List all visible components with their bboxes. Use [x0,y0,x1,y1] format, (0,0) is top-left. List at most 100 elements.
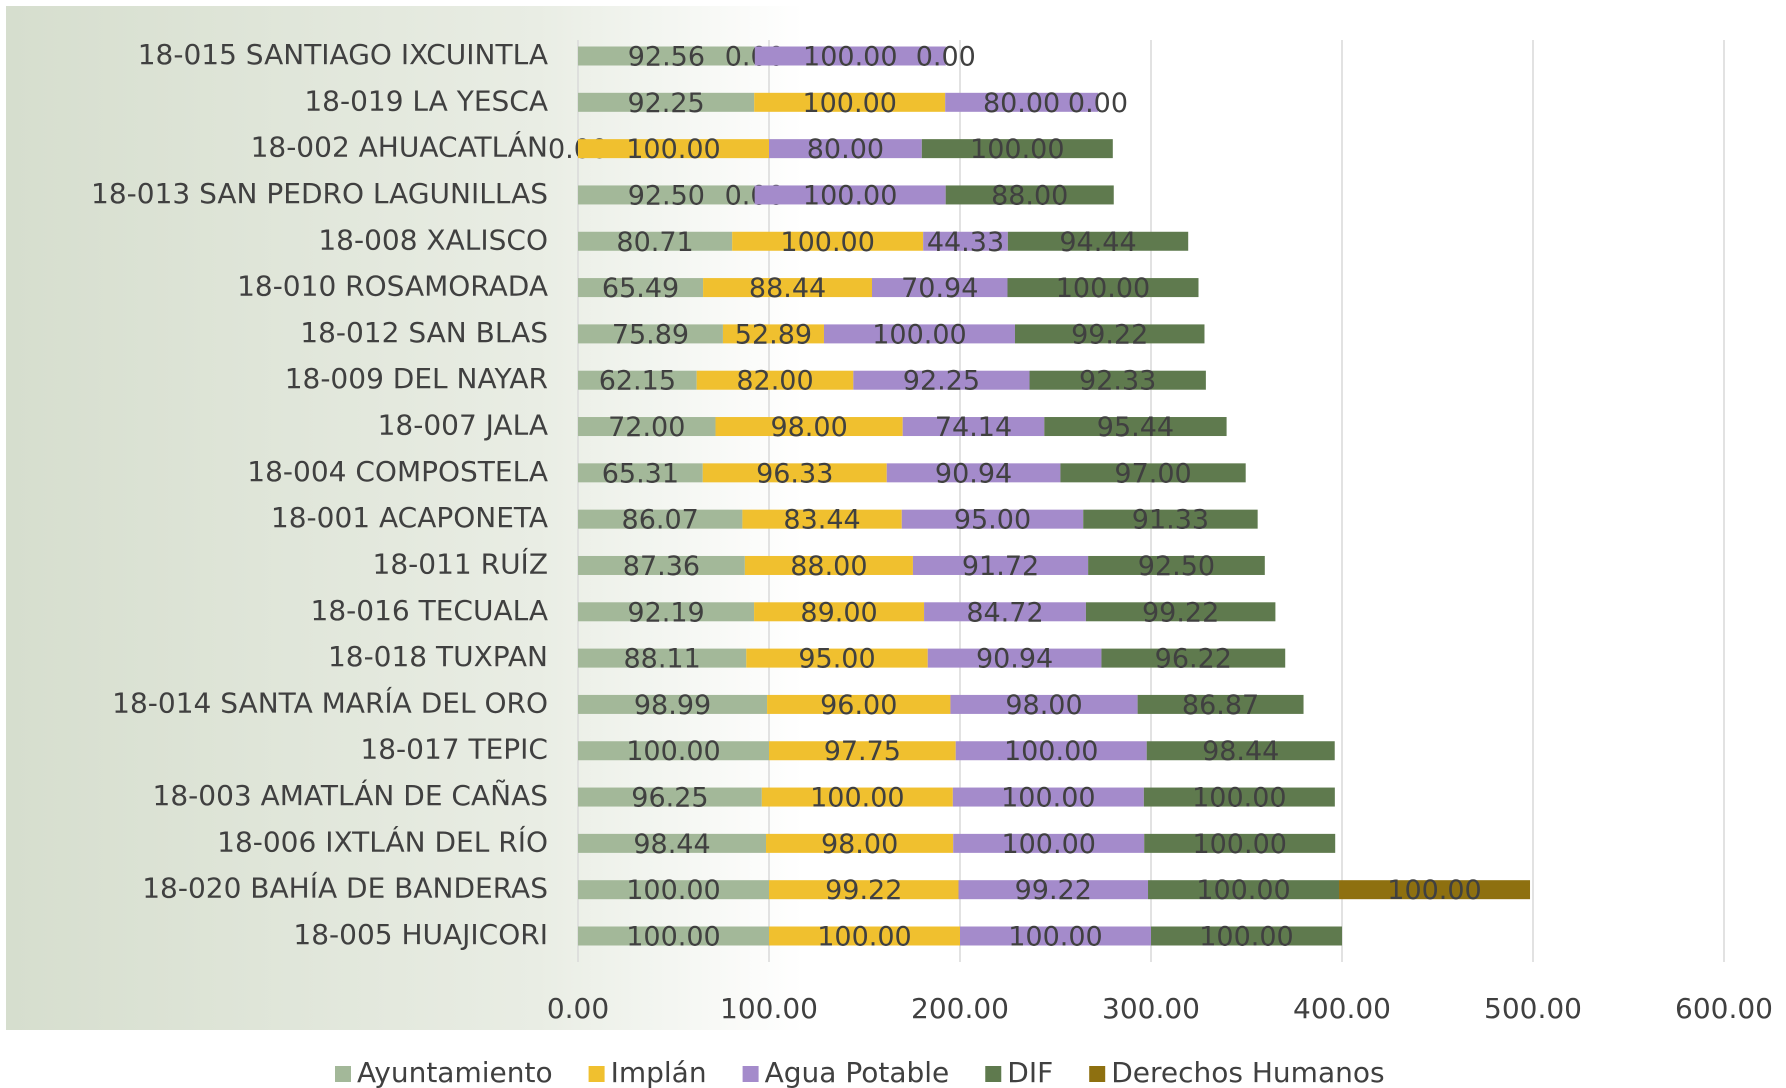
data-label: 95.00 [798,644,875,675]
data-label: 88.44 [749,273,826,304]
y-tick-label: 18-019 LA YESCA [304,84,548,117]
data-label: 92.50 [1138,551,1215,582]
bar-segment [1088,555,1265,575]
bar-segment [578,324,723,344]
legend-label: DIF [1007,1056,1053,1088]
data-label: 100.00 [872,319,966,350]
bar-segment [1137,694,1304,714]
data-label: 99.22 [1015,875,1092,906]
data-label: 100.00 [626,736,720,767]
data-label: 88.00 [991,180,1068,211]
bar-segment [578,463,703,483]
legend-label: Derechos Humanos [1111,1056,1384,1088]
bar-segment [578,741,769,761]
data-label: 72.00 [608,412,685,443]
bar-segment [578,602,755,622]
data-label: 62.15 [599,366,676,397]
bar-segment [578,370,697,390]
data-label: 99.22 [825,875,902,906]
y-tick-label: 18-012 SAN BLAS [300,316,548,349]
bar-segment [1014,324,1205,344]
data-label: 100.00 [803,42,897,73]
data-label: 90.94 [976,644,1053,675]
data-label: 99.22 [1071,319,1148,350]
bar-segment [945,92,1098,112]
data-label: 100.00 [1001,829,1095,860]
data-label: 100.00 [626,134,720,165]
data-label: 88.00 [790,551,867,582]
data-label: 80.00 [983,88,1060,119]
legend-label: Implán [611,1056,707,1088]
y-tick-label: 18-016 TECUALA [311,594,548,627]
bar-segment [1007,278,1199,298]
legend-swatch [588,1066,605,1082]
bar-segment [853,370,1030,390]
data-label: 100.00 [626,922,720,953]
data-label: 97.00 [1114,458,1191,489]
bar-segment [578,417,716,437]
bar-segment [1060,463,1246,483]
bar-segment [1339,880,1531,900]
bar-segment [732,231,924,251]
data-label: 98.00 [821,829,898,860]
data-label: 0.00 [1068,88,1128,119]
data-label: 100.00 [1001,783,1095,814]
data-label: 65.49 [602,273,679,304]
bar-segment [1148,880,1340,900]
data-label: 100.00 [803,180,897,211]
data-label: 44.33 [927,227,1004,258]
data-label: 100.00 [970,134,1064,165]
y-tick-label: 18-011 RUÍZ [373,546,548,580]
y-tick-label: 18-009 DEL NAYAR [285,362,548,395]
bar-segment [912,555,1089,575]
bar-segment [872,278,1008,298]
data-label: 100.00 [1008,922,1102,953]
bar-segment [769,139,922,159]
data-label: 100.00 [1004,736,1098,767]
y-tick-label: 18-010 ROSAMORADA [237,270,548,303]
data-label: 91.72 [962,551,1039,582]
bar-segment [960,926,1151,946]
bar-segment [578,880,769,900]
data-label: 94.44 [1059,227,1136,258]
y-tick-label: 18-017 TEPIC [360,733,548,766]
data-label: 98.00 [1005,690,1082,721]
bar-segment [578,509,743,529]
data-label: 89.00 [800,597,877,628]
bar-segment [902,417,1045,437]
bar-segment [578,139,769,159]
bar-segment [754,46,946,66]
bar-segment [715,417,903,437]
bar-segment [886,463,1061,483]
data-label: 91.33 [1132,505,1209,536]
data-label: 95.44 [1097,412,1174,443]
data-label: 100.00 [810,783,904,814]
bar-segment [953,833,1145,853]
data-label: 87.36 [623,551,700,582]
bar-segment [923,231,1008,251]
bar-segment [1151,926,1342,946]
bar-segment [921,139,1113,159]
bar-segment [703,278,873,298]
x-tick-label: 500.00 [1484,992,1582,1025]
legend-swatch [1089,1066,1106,1082]
bar-segment [950,694,1138,714]
bar-segment [578,555,745,575]
data-label: 100.00 [1056,273,1150,304]
bar-segment [578,46,755,66]
data-label: 90.94 [935,458,1012,489]
data-label: 100.00 [802,88,896,119]
bar-segment [578,92,755,112]
legend-label: Agua Potable [765,1056,950,1088]
bar-segment [769,741,956,761]
data-label: 92.50 [628,180,705,211]
bar-segment [1007,231,1189,251]
bar-segment [722,324,824,344]
y-tick-label: 18-007 JALA [378,409,548,442]
bar-segment [742,509,902,529]
data-label: 100.00 [1192,783,1286,814]
data-label: 0.00 [916,42,976,73]
x-tick-label: 300.00 [1102,992,1200,1025]
bar-segment [945,185,1114,205]
